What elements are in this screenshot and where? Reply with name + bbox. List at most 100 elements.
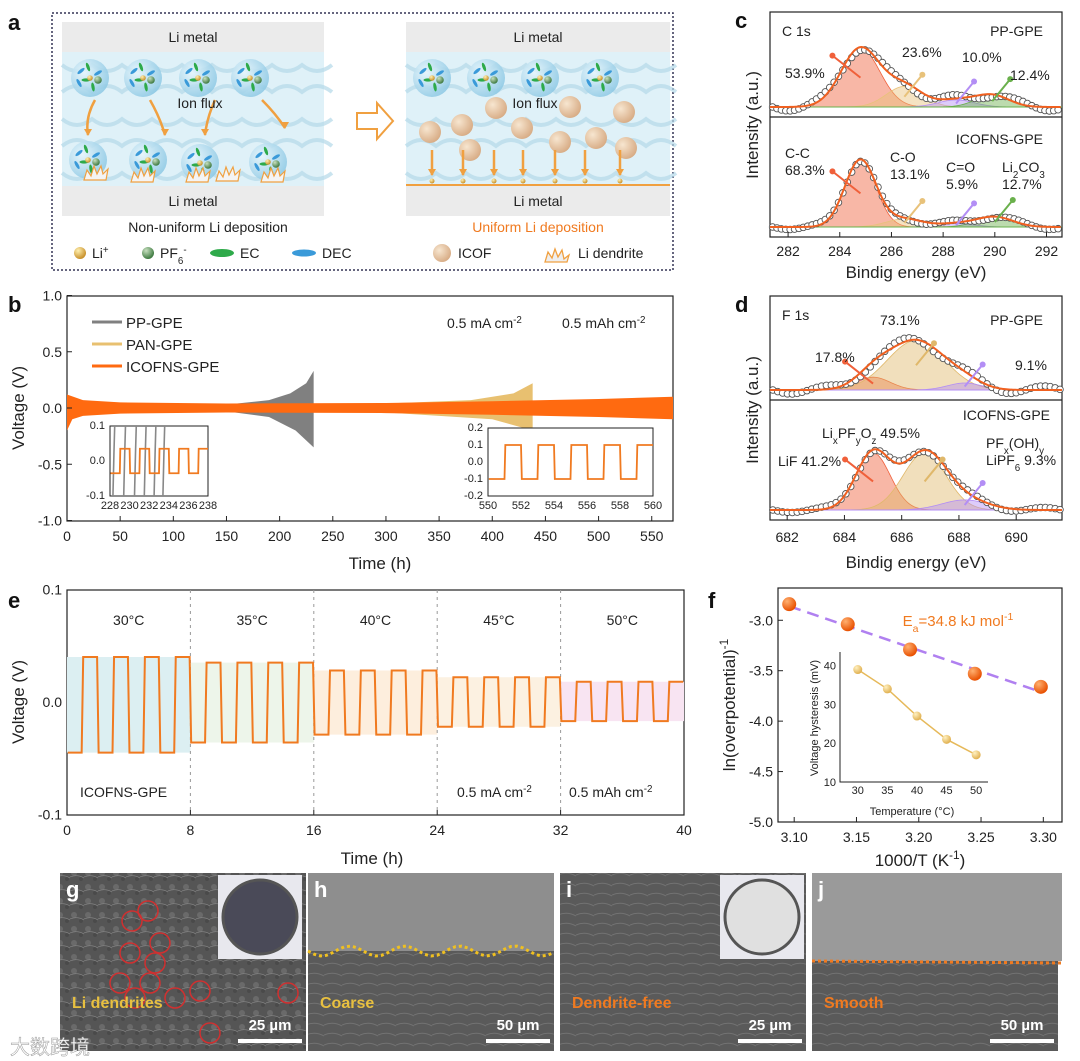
dendrite-marker <box>164 987 186 1009</box>
inset-plot: 550 552 554 556 558 560 0.2 0.1 0.0 -0.1 -0.2 <box>464 422 662 512</box>
tick-label: 230 <box>120 500 138 512</box>
solvent-molecule <box>91 82 95 92</box>
solvent-molecule <box>587 67 595 75</box>
sem-caption: Coarse <box>320 995 374 1012</box>
panel-label-d: d <box>735 292 748 317</box>
temperature-label: 35°C <box>236 612 267 628</box>
tick-label: 688 <box>947 529 971 545</box>
solvent-molecule <box>544 70 552 76</box>
li-ion <box>429 75 435 81</box>
inset-data-point <box>853 665 863 675</box>
sem-panel-j: j Smooth 50 µm <box>811 873 1063 1051</box>
solvent-molecule <box>83 144 89 154</box>
solvent-molecule <box>604 70 612 76</box>
tick-label: 236 <box>179 500 197 512</box>
li-dendrite-icon <box>83 164 109 181</box>
panel-label-h: h <box>314 877 327 902</box>
solvent-molecule <box>541 82 545 92</box>
panel-e: e 30°C 35°C 40°C 45°C 50°C 0 8 16 24 32 40 0.1 0.0 -0… <box>8 582 692 869</box>
solvent-molecule <box>134 161 140 169</box>
solvent-molecule <box>199 82 203 92</box>
arrowhead-icon <box>842 456 849 463</box>
icofns-trace <box>488 444 653 480</box>
panel-label-a: a <box>8 10 21 35</box>
annotation-arrow <box>963 363 984 388</box>
solvent-molecule <box>186 164 192 172</box>
annotation-arrow <box>844 360 874 385</box>
tick-label: 0 <box>63 822 71 838</box>
scale-bar <box>238 1039 302 1043</box>
arrowhead-icon <box>84 129 92 136</box>
solvent-molecule <box>473 67 481 75</box>
tick-label: 50 <box>970 785 982 797</box>
x-axis-label-f-inset: Temperature (°C) <box>870 806 954 818</box>
li-ion <box>460 178 466 184</box>
tick-label: 0.1 <box>43 582 63 598</box>
legend-icofns-gpe: ICOFNS-GPE <box>126 359 219 376</box>
pf6-anion <box>94 76 102 84</box>
icof-particle <box>585 127 607 149</box>
peak-label-lif: LiF 41.2% <box>778 453 841 469</box>
tick-label: -3.0 <box>749 612 773 628</box>
icof-particle <box>459 139 481 161</box>
arrowhead-icon <box>829 168 836 175</box>
tick-label: 232 <box>140 500 158 512</box>
solvation-sheath <box>521 59 559 97</box>
schematic-legend: Li+ PF6- EC DEC ICOF Li dendrite <box>74 244 644 267</box>
solvent-molecule <box>187 152 195 160</box>
tick-label: 500 <box>587 528 611 544</box>
pf6-icon <box>142 247 154 259</box>
li-ion <box>483 75 489 81</box>
icof-particle <box>419 121 441 143</box>
capacity-label: 0.5 mAh cm-2 <box>562 315 645 332</box>
tick-label: 238 <box>199 500 217 512</box>
envelope-icofns-gpe <box>67 394 673 431</box>
tick-label: 234 <box>160 500 178 512</box>
schematic-nonuniform: Li metal Li metal Ion flux Non-uniform L… <box>60 22 334 235</box>
li-metal-label: Li metal <box>513 29 562 45</box>
scale-bar-label: 25 µm <box>749 1017 792 1034</box>
data-point <box>958 482 967 491</box>
solvent-molecule <box>490 70 498 76</box>
solvent-molecule <box>527 67 535 75</box>
tick-label: 50 <box>112 528 128 544</box>
data-point <box>840 617 855 632</box>
interface-line <box>307 944 555 958</box>
tick-label: 552 <box>512 500 530 512</box>
solvent-molecule <box>85 62 91 72</box>
dendrite-marker <box>137 900 159 922</box>
tick-label: 40 <box>911 785 923 797</box>
pp-gpe-trace <box>122 425 127 497</box>
peak-label-co: C-O 13.1% <box>890 149 930 182</box>
annotation-arrow <box>955 202 975 226</box>
li-dendrite-icon <box>130 166 156 183</box>
li-ion <box>195 75 201 81</box>
tick-label: -1.0 <box>38 513 62 529</box>
sem-panels: g Li dendrites 25 µm h Coarse 50 µm i Dendrite-… <box>60 873 1063 1051</box>
tick-label: 100 <box>162 528 186 544</box>
sample-label: PP-GPE <box>990 312 1043 328</box>
temperature-label: 40°C <box>360 612 391 628</box>
pf6-anion <box>204 161 212 169</box>
solvent-molecule <box>204 155 212 161</box>
solvent-molecule <box>272 154 280 160</box>
xps-region-c: C 1s <box>782 23 811 39</box>
panel-f: f 3.10 3.15 3.20 3.25 3.30 -3.0 -3.5 -4.0 -4.5 -5… <box>708 587 1063 870</box>
arrowhead-icon <box>459 169 467 176</box>
li-ion <box>247 75 253 81</box>
arrowhead-icon <box>551 169 559 176</box>
tick-label: 1.0 <box>43 288 63 304</box>
arrowhead-icon <box>979 479 986 486</box>
tick-label: 400 <box>481 528 505 544</box>
temperature-label: 45°C <box>483 612 514 628</box>
dec-icon <box>292 249 316 257</box>
capacity-label: 0.5 mAh cm-2 <box>569 784 652 801</box>
tick-label: -5.0 <box>749 814 773 830</box>
solvent-molecule <box>147 70 155 76</box>
solvent-molecule <box>254 163 260 171</box>
panel-d: d 682 684 686 688 690 F 1s PP-GPE ICOFNS-GPE… <box>735 292 1064 572</box>
dendrite-marker <box>277 982 299 1004</box>
annotation-arrow <box>923 458 944 483</box>
li-metal-bottom-left <box>62 186 324 216</box>
y-axis-label-f-inset: Voltage hysteresis (mV) <box>809 660 821 776</box>
